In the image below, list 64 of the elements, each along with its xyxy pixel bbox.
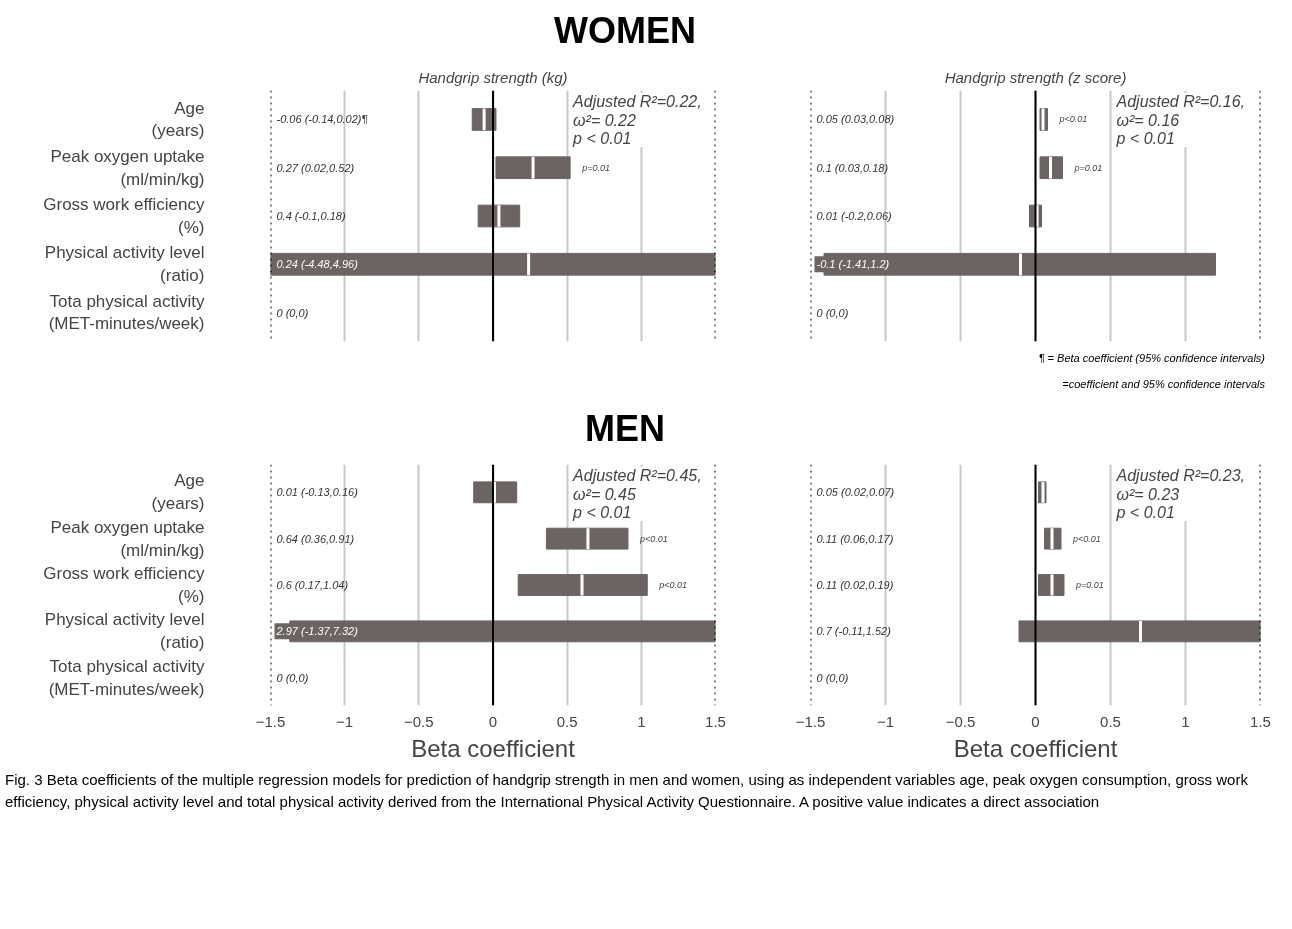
x-tick-label: 0 [488,712,498,730]
x-tick-label: 0.5 [556,712,578,730]
x-tick-label: −1.5 [255,712,286,730]
text: 0.05 (0.03,0.08) [816,113,895,126]
caption: Fig. 3 Beta coefficients of the multiple regression models for prediction of handgrip strength in men and women, using as independent variables age, peak oxygen consumption, gross work efficiency, physical activity level and total physical activity derived from the International Physical Activity Questionnaire. A positive value indicates a direct association [5,770,1249,812]
text: 0.05 (0.02,0.07) [816,486,895,499]
x-axis-title: Beta coefficient [953,734,1118,762]
text: ¶ = Beta coefficient (95% confidence intervals) [1038,351,1265,367]
x-tick-label: −1 [876,712,895,730]
text: 0.7 (-0.11,1.52) [816,625,891,638]
text: 0 (0,0) [276,671,309,684]
x-tick-label: −1.5 [795,712,826,730]
annotation: p=0.01 [1073,163,1103,174]
text: 0.11 (0.02,0.19) [816,579,894,592]
text: 2.97 (-1.37,7.32) [276,625,358,638]
y-tick-label: Tota physical activity (MET-minutes/week) [48,292,205,334]
text: -0.06 (-0.14,0.02)¶ [276,113,368,126]
x-tick-label: 1 [637,712,646,730]
annotation: p<0.01 [1072,533,1101,544]
text: 0.24 (-4.48,4.96) [276,258,358,271]
annotation: Adjusted R²=0.16, ω²= 0.16 p < 0.01 [1115,93,1246,148]
annotation: p<0.01 [658,580,688,591]
y-tick-label: Gross work efficiency (%) [43,564,205,607]
text: -0.1 (-1.41,1.2) [816,258,890,271]
y-tick-label: Peak oxygen uptake (ml/min/kg) [50,147,205,190]
annotation: p<0.01 [1058,114,1088,125]
text: 0.4 (-0.1,0.18) [276,210,346,223]
y-tick-label: Peak oxygen uptake (ml/min/kg) [50,518,205,560]
annotation: Adjusted R²=0.23, ω²= 0.23 p < 0.01 [1115,467,1246,522]
x-tick-label: 0 [1031,712,1040,730]
text: 0.01 (-0.13,0.16) [276,486,358,499]
chart-title: Handgrip strength (kg) [418,68,568,86]
text: 0.27 (0.02,0.52) [276,162,355,175]
text: 0 (0,0) [816,306,849,319]
chart-title: Handgrip strength (z score) [944,68,1127,86]
x-tick-label: −0.5 [945,712,976,730]
text: 0.1 (0.03,0.18) [816,162,889,175]
text: =coefficient and 95% confidence intervals [1062,377,1265,393]
y-tick-label: Gross work efficiency (%) [43,195,205,238]
annotation: p=0.01 [581,163,610,174]
annotation: p=0.01 [1075,580,1104,591]
annotation: Adjusted R²=0.22, ω²= 0.22 p < 0.01 [572,93,702,148]
text: 0.6 (0.17,1.04) [276,579,349,592]
x-axis-title: Beta coefficient [411,734,576,762]
y-tick-label: Age (years) [151,98,205,141]
annotation: p<0.01 [638,533,668,544]
annotation: Adjusted R²=0.45, ω²= 0.45 p < 0.01 [572,467,702,522]
y-tick-label: Physical activity level (ratio) [44,610,205,653]
y-tick-label: Physical activity level (ratio) [44,243,205,286]
x-tick-label: 1 [1181,712,1190,730]
chart-subtitle: MEN [585,406,665,451]
x-tick-label: 0.5 [1100,712,1121,730]
x-tick-label: 1.5 [1250,712,1271,730]
chart-subtitle: WOMEN [554,9,696,53]
x-tick-label: −1 [336,712,354,730]
x-tick-label: −0.5 [404,712,434,730]
x-tick-label: 1.5 [705,712,726,730]
text: 0.64 (0.36,0.91) [276,532,355,545]
y-tick-label: Age (years) [151,471,205,514]
text: 0.11 (0.06,0.17) [816,532,894,545]
text: 0.01 (-0.2,0.06) [816,210,892,223]
y-tick-label: Tota physical activity (MET-minutes/week) [48,657,205,699]
text: 0 (0,0) [276,306,309,319]
text: 0 (0,0) [816,671,849,684]
